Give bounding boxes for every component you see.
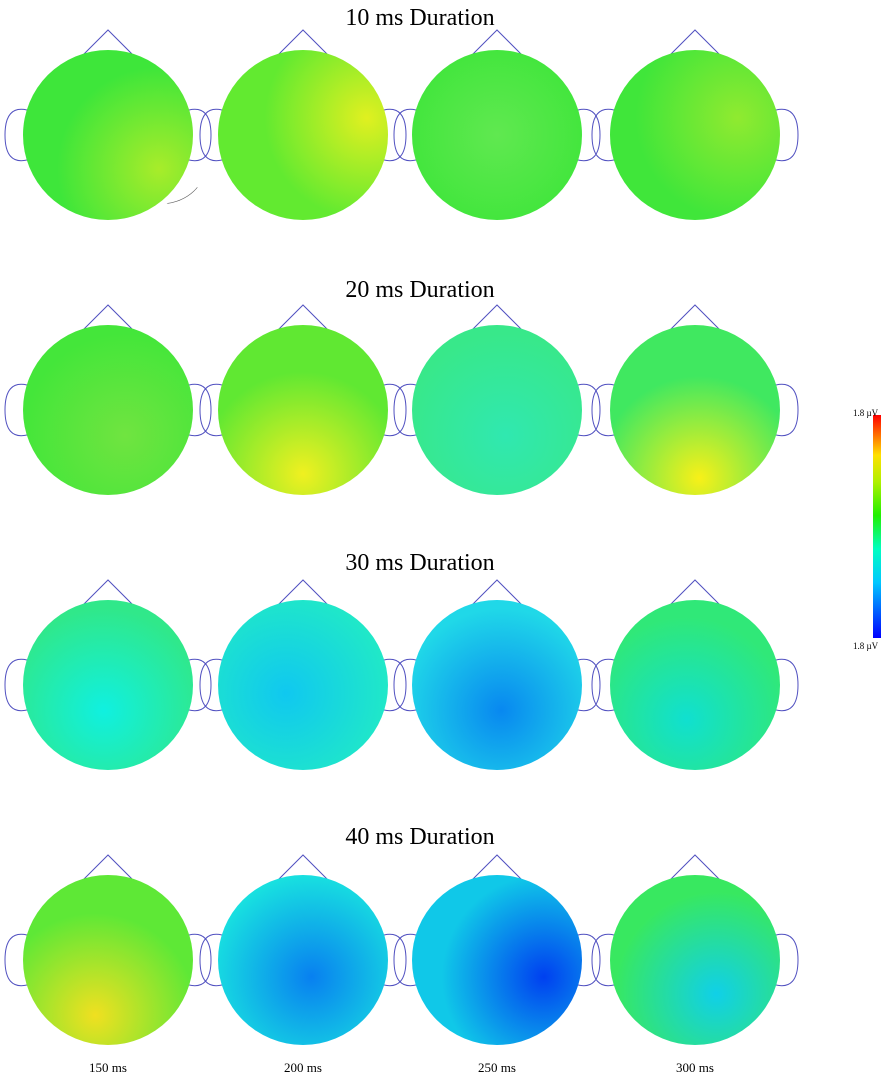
left-ear: [4, 108, 28, 162]
topomap: [591, 579, 799, 770]
topomap: [393, 854, 601, 1045]
nose: [468, 304, 526, 334]
right-ear: [775, 933, 799, 987]
scalp: [412, 325, 582, 495]
time-label: 300 ms: [676, 1060, 714, 1075]
scalp: [23, 50, 193, 220]
right-ear: [383, 108, 407, 162]
left-ear: [591, 383, 615, 437]
nose: [274, 304, 332, 334]
nose: [79, 29, 137, 59]
scalp: [610, 875, 780, 1045]
nose: [468, 29, 526, 59]
nose: [274, 854, 332, 884]
right-ear: [577, 933, 601, 987]
right-ear: [577, 108, 601, 162]
nose: [274, 29, 332, 59]
left-ear: [393, 933, 417, 987]
right-ear: [775, 108, 799, 162]
right-ear: [383, 933, 407, 987]
topomap: [199, 29, 412, 220]
scalp: [23, 325, 193, 495]
right-ear: [188, 383, 212, 437]
right-ear: [577, 658, 601, 712]
nose: [274, 579, 332, 609]
scalp: [412, 875, 582, 1045]
topomap: [591, 304, 799, 513]
left-ear: [393, 108, 417, 162]
right-ear: [577, 383, 601, 437]
nose: [468, 854, 526, 884]
right-ear: [383, 383, 407, 437]
colorbar: [873, 415, 881, 638]
scalp: [218, 600, 388, 770]
nose: [468, 579, 526, 609]
left-ear: [591, 658, 615, 712]
nose: [79, 579, 137, 609]
row-title: 30 ms Duration: [345, 550, 494, 576]
scalp: [610, 50, 780, 220]
time-label: 150 ms: [89, 1060, 127, 1075]
right-ear: [775, 658, 799, 712]
topomap: [393, 304, 601, 495]
scalp: [610, 600, 780, 770]
nose: [666, 304, 724, 334]
right-ear: [188, 933, 212, 987]
left-ear: [4, 933, 28, 987]
scalp: [610, 325, 780, 495]
topomap: [393, 29, 601, 220]
scalp: [412, 600, 582, 770]
colorbar-max-label: 1.8 µV: [853, 408, 879, 418]
right-ear: [775, 383, 799, 437]
left-ear: [4, 383, 28, 437]
left-ear: [591, 108, 615, 162]
time-label: 200 ms: [284, 1060, 322, 1075]
scalp: [23, 875, 193, 1045]
row-title: 20 ms Duration: [345, 277, 494, 303]
left-ear: [199, 108, 223, 162]
scalp: [218, 325, 388, 495]
topomap: [591, 29, 799, 220]
right-ear: [188, 658, 212, 712]
right-ear: [383, 658, 407, 712]
left-ear: [4, 658, 28, 712]
scalp: [218, 875, 388, 1045]
scalp: [23, 600, 193, 770]
nose: [79, 854, 137, 884]
right-ear: [188, 108, 212, 162]
left-ear: [199, 658, 223, 712]
left-ear: [591, 933, 615, 987]
topomap: [4, 854, 212, 1050]
row-title: 40 ms Duration: [345, 824, 494, 850]
scalp: [218, 50, 388, 220]
left-ear: [393, 658, 417, 712]
topomap: [591, 854, 799, 1045]
nose: [666, 29, 724, 59]
left-ear: [393, 383, 417, 437]
row-title: 10 ms Duration: [345, 5, 494, 31]
nose: [666, 579, 724, 609]
topomap: [4, 579, 212, 770]
nose: [79, 304, 137, 334]
topomap: [4, 29, 212, 220]
left-ear: [199, 383, 223, 437]
colorbar-min-label: 1.8 µV: [853, 641, 879, 651]
left-ear: [199, 933, 223, 987]
topomap: [199, 579, 407, 770]
topomap: [393, 579, 601, 770]
scalp: [412, 50, 582, 220]
topomap: [4, 304, 212, 495]
time-label: 250 ms: [478, 1060, 516, 1075]
topomap: [199, 304, 407, 509]
topomap: [199, 854, 407, 1045]
nose: [666, 854, 724, 884]
